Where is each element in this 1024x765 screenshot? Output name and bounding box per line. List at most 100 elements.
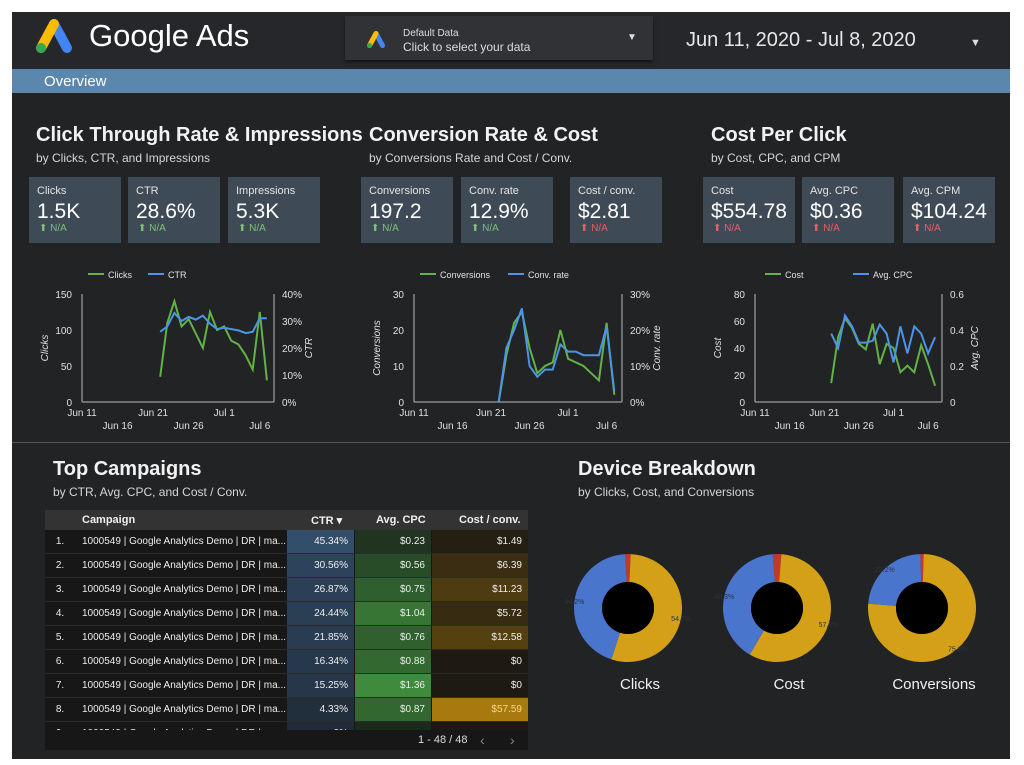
scorecard-value: 1.5K [37,200,81,223]
scorecard-value: 28.6% [136,200,196,223]
table-row[interactable]: 8. 1000549 | Google Analytics Demo | DR |… [45,698,528,722]
pagination-label: 1 - 48 / 48 [418,734,468,746]
table-row[interactable]: 5. 1000549 | Google Analytics Demo | DR |… [45,626,528,650]
slice-blue [868,554,922,606]
y-tick-label: 0 [739,398,745,409]
slice-other [772,554,782,583]
google-ads-logo-icon [36,19,72,53]
row-number: 6. [55,656,65,667]
x-tick-label: Jul 6 [918,421,940,432]
donut-hole [751,582,803,634]
donut-clicks: 54.2% 44.2% Clicks [565,554,691,693]
x-tick-label: Jul 1 [883,408,905,419]
col-avg-cpc-header[interactable]: Avg. CPC [376,514,426,526]
header-bar: Google Ads Default Data Click to select … [12,12,1010,70]
series-line-conv-rate [497,308,616,403]
avg-cpc-cell: $0.76 [355,626,431,649]
nav-bar: Overview [12,69,1010,93]
y2-tick-label: 40% [282,290,302,301]
slice-gold [611,554,682,662]
slice-label: 23.2% [875,567,895,574]
scorecard-delta: ⬆ N/A [913,223,941,234]
x-tick-label: Jun 26 [174,421,204,432]
slice-gold [749,554,832,663]
section-subtitle-ctr: by Clicks, CTR, and Impressions [36,151,211,165]
col-cost-conv-header[interactable]: Cost / conv. [459,514,521,526]
y2-axis-title: Conv. rate [652,325,663,371]
google-ads-mini-icon [367,31,385,48]
donut-title: Cost [774,676,806,693]
campaign-cell: 1000549 | Google Analytics Demo | DR | m… [82,536,287,547]
scorecard-cost: Cost $554.78 ⬆ N/A [703,177,795,243]
chevron-down-icon: ▼ [627,32,637,43]
line-chart-0: 150 100 50 0 40% 30% 20% 10% 0% Clicks CTR Jun 11 Ju… [40,270,315,432]
col-ctr-header[interactable]: CTR ▾ [311,515,343,527]
scorecard-label: Avg. CPC [810,185,859,197]
row-number: 1. [55,536,65,547]
scorecard-value: $554.78 [711,200,787,223]
tab-overview[interactable]: Overview [44,73,107,90]
cost-conv-cell: $5.72 [432,602,528,625]
y2-tick-label: 20% [282,344,302,355]
data-source-selector[interactable]: Default Data Click to select your data ▼ [345,16,653,60]
y2-tick-label: 0% [630,398,645,409]
table-row[interactable]: 3. 1000549 | Google Analytics Demo | DR |… [45,578,528,602]
scorecard-ctr: CTR 28.6% ⬆ N/A [128,177,220,243]
campaign-cell: 1000549 | Google Analytics Demo | DR | m… [82,560,287,571]
ctr-cell: 4.33% [287,698,354,721]
cost-conv-cell: $0 [432,674,528,697]
scorecard-label: Conversions [369,185,431,197]
donut-hole [602,582,654,634]
date-range-picker[interactable]: Jun 11, 2020 - Jul 8, 2020 [686,29,916,51]
scorecard-delta: ⬆ N/A [471,223,499,234]
table-row[interactable]: 2. 1000549 | Google Analytics Demo | DR |… [45,554,528,578]
row-number: 3. [55,584,65,595]
slice-blue [574,554,627,660]
data-source-hint: Click to select your data [403,40,531,54]
scorecard-label: Cost [711,185,734,197]
slice-blue [723,554,775,655]
table-pagination: 1 - 48 / 48 ‹ › [45,730,528,750]
y-axis-title: Clicks [40,335,51,362]
x-tick-label: Jul 1 [558,408,580,419]
y-tick-label: 10 [393,362,405,373]
slice-other [625,554,631,583]
table-row[interactable]: 6. 1000549 | Google Analytics Demo | DR |… [45,650,528,674]
y-tick-label: 60 [734,317,746,328]
table-row[interactable]: 4. 1000549 | Google Analytics Demo | DR |… [45,602,528,626]
cost-conv-cell: $1.49 [432,530,528,553]
device-breakdown-donuts: 54.2% 44.2% Clicks 57.1% 40.3% Cost 75.8% 23.2%… [565,554,977,693]
table-row[interactable]: 1. 1000549 | Google Analytics Demo | DR |… [45,530,528,554]
table-row[interactable]: 7. 1000549 | Google Analytics Demo | DR |… [45,674,528,698]
section-subtitle-conv: by Conversions Rate and Cost / Conv. [369,151,573,165]
prev-page-icon[interactable]: ‹ [480,732,485,748]
chevron-down-icon[interactable]: ▼ [970,37,981,49]
series-line-avg-cpc [830,313,937,363]
scorecard-label: Cost / conv. [578,185,636,197]
section-title-conv: Conversion Rate & Cost [369,124,598,146]
scorecard-avg-cpc: Avg. CPC $0.36 ⬆ N/A [802,177,894,243]
x-tick-label: Jun 21 [809,408,839,419]
col-campaign-header[interactable]: Campaign [82,514,136,526]
avg-cpc-cell: $1.04 [355,602,431,625]
data-source-name: Default Data [403,28,459,39]
legend-label: Clicks [108,270,132,280]
section-subtitle-cpc: by Cost, CPC, and CPM [711,151,841,165]
scorecard-conv-rate: Conv. rate 12.9% ⬆ N/A [461,177,553,243]
scorecard-value: $104.24 [911,200,987,223]
y2-axis-title: CTR [304,338,315,359]
y-tick-label: 20 [734,371,746,382]
slice-label: 75.8% [948,646,968,653]
y2-tick-label: 0% [282,398,297,409]
y2-tick-label: 30% [282,317,302,328]
donut-conversions: 75.8% 23.2% Conversions [868,554,977,693]
scorecard-value: $0.36 [810,200,863,223]
slice-gold [868,554,977,663]
scorecard-label: Avg. CPM [911,185,961,197]
section-title-top-campaigns: Top Campaigns [53,458,202,480]
y2-tick-label: 0 [950,398,956,409]
donut-cost: 57.1% 40.3% Cost [714,554,838,693]
section-title-cpc: Cost Per Click [711,124,847,146]
next-page-icon[interactable]: › [510,732,515,748]
avg-cpc-cell: $1.36 [355,674,431,697]
